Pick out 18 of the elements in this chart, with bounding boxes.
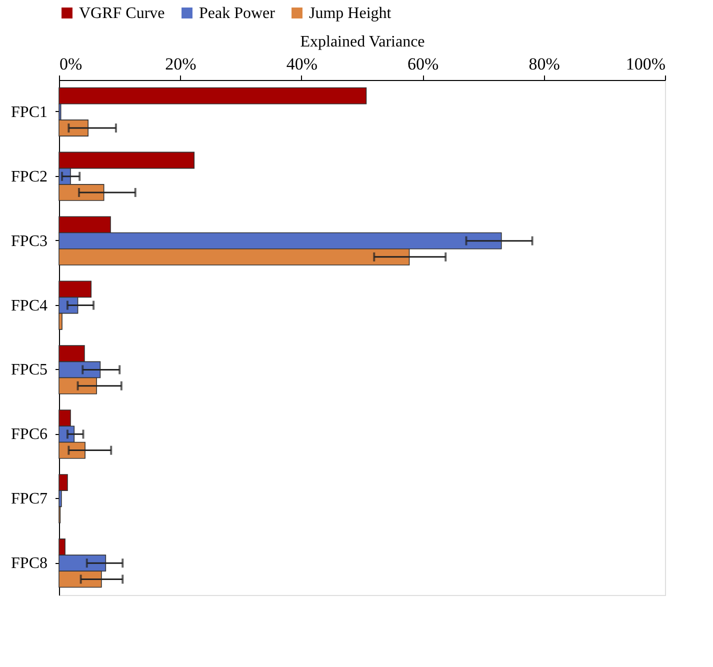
y-tick-label: FPC6 [11, 426, 48, 444]
x-tick-label: 40% [286, 54, 318, 74]
y-tick-label: FPC8 [11, 555, 48, 572]
y-tick-label: FPC3 [11, 232, 48, 250]
x-tick-label: 60% [408, 54, 439, 74]
legend-label: VGRF Curve [79, 5, 165, 22]
y-tick-label: FPC4 [11, 297, 48, 314]
x-tick-label: 80% [528, 54, 560, 74]
x-axis-title: Explained Variance [300, 34, 425, 50]
y-tick-label: FPC2 [11, 168, 48, 186]
x-tick-label: 100% [626, 54, 666, 74]
legend-label: Jump Height [309, 5, 392, 22]
y-tick-label: FPC5 [11, 362, 48, 379]
y-tick-label: FPC7 [11, 490, 48, 508]
x-tick-label: 0% [60, 54, 82, 74]
legend-label: Peak Power [199, 5, 276, 22]
x-tick-label: 20% [165, 54, 196, 74]
y-tick-label: FPC1 [11, 104, 48, 121]
